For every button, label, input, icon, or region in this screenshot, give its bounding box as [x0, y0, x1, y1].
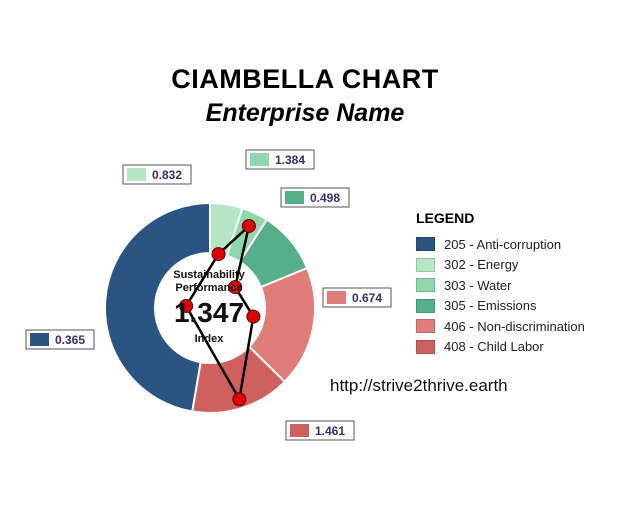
- value-label-swatch: [290, 424, 309, 437]
- value-label-text: 0.674: [352, 291, 382, 305]
- value-label: 0.832: [122, 164, 192, 185]
- center-sub: Index: [194, 333, 224, 345]
- value-marker: [241, 218, 256, 233]
- legend-item: 406 - Non-discrimination: [416, 316, 585, 337]
- value-label-swatch: [250, 153, 269, 166]
- legend-item: 303 - Water: [416, 275, 585, 296]
- legend-swatch: [416, 278, 435, 293]
- chart-title: CIAMBELLA CHART: [171, 64, 439, 94]
- legend-label: 406 - Non-discrimination: [444, 318, 585, 334]
- value-label-text: 0.832: [152, 168, 182, 182]
- value-label-swatch: [285, 191, 304, 204]
- value-markers: [179, 218, 261, 407]
- legend-swatch: [416, 319, 435, 334]
- legend-label: 205 - Anti-corruption: [444, 236, 562, 252]
- value-label: 1.461: [285, 420, 355, 441]
- value-label: 0.674: [322, 287, 392, 308]
- legend-swatch: [416, 257, 435, 272]
- chart-subtitle: Enterprise Name: [205, 99, 405, 127]
- value-marker: [179, 298, 194, 313]
- value-label-swatch: [127, 168, 146, 181]
- legend-swatch: [416, 237, 435, 252]
- legend-title: LEGEND: [416, 210, 475, 226]
- value-label: 1.384: [245, 149, 315, 170]
- center-value: 1.347: [173, 297, 245, 328]
- value-labels: 0.365 0.832 1.384 0.498 0.674 1.461: [25, 149, 392, 441]
- legend-item: 302 - Energy: [416, 255, 585, 276]
- legend-label: 303 - Water: [444, 277, 512, 293]
- legend-item: 305 - Emissions: [416, 296, 585, 317]
- value-label-swatch: [30, 333, 49, 346]
- value-marker: [232, 392, 247, 407]
- legend: LEGEND 205 - Anti-corruption 302 - Energ…: [416, 210, 585, 357]
- legend-swatch: [416, 298, 435, 313]
- value-label-text: 1.461: [315, 424, 345, 438]
- value-label: 0.498: [280, 187, 350, 208]
- value-label-text: 0.498: [310, 191, 340, 205]
- value-marker: [211, 247, 226, 262]
- value-marker: [228, 280, 243, 295]
- legend-label: 408 - Child Labor: [444, 339, 544, 355]
- value-label-text: 0.365: [55, 333, 85, 347]
- legend-swatch: [416, 339, 435, 354]
- legend-item: 408 - Child Labor: [416, 337, 585, 358]
- value-marker: [246, 309, 261, 324]
- center-label: Sustainability Performance: [173, 269, 245, 294]
- legend-label: 302 - Energy: [444, 257, 519, 273]
- source-url: http://strive2thrive.earth: [330, 376, 508, 395]
- legend-label: 305 - Emissions: [444, 298, 537, 314]
- value-label-text: 1.384: [275, 153, 305, 167]
- legend-item: 205 - Anti-corruption: [416, 234, 585, 255]
- value-label: 0.365: [25, 329, 95, 350]
- donut-slices: [104, 201, 316, 414]
- value-label-swatch: [327, 291, 346, 304]
